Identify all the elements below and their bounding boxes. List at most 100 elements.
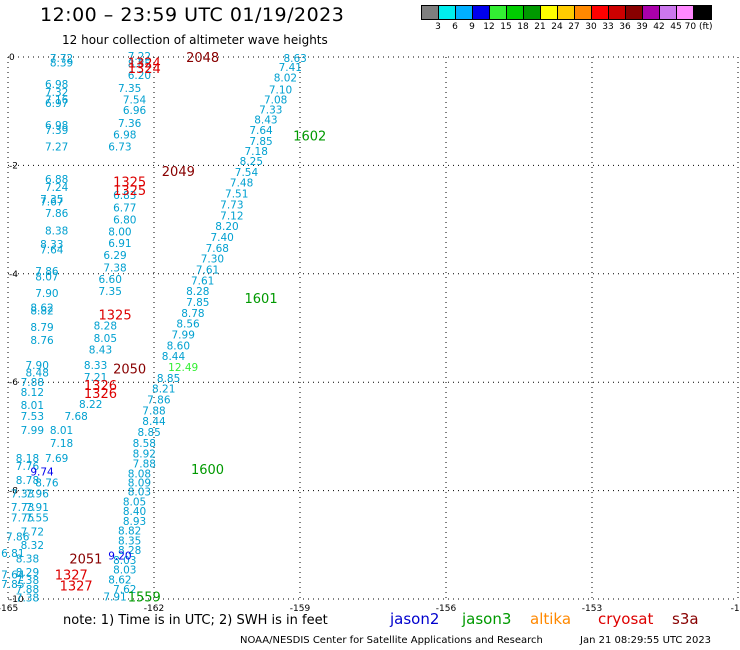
track-value-label: 7.08 <box>264 94 287 106</box>
pass-label: 1324 <box>128 56 161 71</box>
track-value-label: 8.02 <box>274 73 297 85</box>
track-value-label: 8.00 <box>108 227 131 239</box>
track-value-label: 8.63 <box>283 53 306 65</box>
color-scale-label: 39 <box>636 22 648 32</box>
color-scale-label: 15 <box>500 22 512 32</box>
track-value-label: 7.88 <box>16 584 39 596</box>
track-value-label: 7.54 <box>123 94 147 106</box>
track-value-label: 6.91 <box>108 238 131 250</box>
color-swatch <box>541 6 558 19</box>
track-value-label: 8.28 <box>186 286 209 298</box>
track-value-label: 8.01 <box>21 400 44 412</box>
track-value-label: 8.33 <box>84 360 107 372</box>
track-value-label: 8.93 <box>123 516 146 528</box>
color-swatch <box>677 6 694 19</box>
track-value-label: 8.35 <box>118 535 141 547</box>
track-value-label: 7.73 <box>220 199 243 211</box>
track-value-label: 7.85 <box>1 579 24 591</box>
track-value-label: 7.64 <box>1 570 25 582</box>
track-value-label: 8.38 <box>16 553 39 565</box>
track-value-label: 7.68 <box>64 411 87 423</box>
track-value-label: 6.20 <box>128 70 151 82</box>
track-value-label: 8.25 <box>240 156 263 168</box>
track-value-label: 7.88 <box>21 377 44 389</box>
track-value-label: 7.73 <box>11 502 34 514</box>
track-value-label: 8.39 <box>50 57 73 69</box>
track-value-label: 8.33 <box>40 239 63 251</box>
track-value-label: 6.77 <box>113 203 136 215</box>
pass-label: 2049 <box>162 165 195 180</box>
track-value-label: 8.22 <box>79 399 102 411</box>
color-scale-swatches <box>421 5 712 20</box>
track-value-label: 7.38 <box>16 592 39 604</box>
track-value-label: 7.18 <box>50 438 73 450</box>
y-tick-label: -8 <box>9 487 18 497</box>
track-value-label: 7.64 <box>40 244 64 256</box>
color-swatch <box>643 6 660 19</box>
track-value-label: 8.05 <box>94 333 117 345</box>
color-swatch <box>558 6 575 19</box>
chart-title: 12:00 – 23:59 UTC 01/19/2023 <box>40 4 345 26</box>
pass-label: 2050 <box>113 363 146 378</box>
satellite-legend-altika: altika <box>530 610 572 628</box>
pass-label: 2048 <box>186 51 219 66</box>
chart-subtitle: 12 hour collection of altimeter wave hei… <box>62 33 328 47</box>
track-value-label: 7.53 <box>21 411 44 423</box>
track-value-label: 8.78 <box>16 475 39 487</box>
track-value-label: 7.38 <box>16 575 39 587</box>
track-value-label: 6.98 <box>45 120 68 132</box>
track-value-label: 6.98 <box>113 130 136 142</box>
track-value-label: 6.60 <box>99 274 122 286</box>
track-value-label: 9.74 <box>30 467 54 479</box>
track-value-label: 9.20 <box>108 551 131 563</box>
track-value-label: 7.91 <box>26 502 49 514</box>
track-value-label: 7.76 <box>16 461 40 473</box>
track-value-label: 7.33 <box>259 105 282 117</box>
track-value-label: 7.85 <box>186 297 209 309</box>
color-scale-label: 33 <box>602 22 614 32</box>
track-value-label: 6.96 <box>123 105 147 117</box>
satellite-legend-jason3: jason3 <box>462 610 512 628</box>
pass-label: 1324 <box>128 62 161 77</box>
track-value-label: 8.28 <box>94 320 117 332</box>
track-value-label: 7.61 <box>196 264 219 276</box>
color-scale-label: 3 <box>435 22 441 32</box>
track-value-label: 7.96 <box>26 488 50 500</box>
track-value-label: 7.51 <box>225 189 248 201</box>
track-value-label: 8.28 <box>118 545 141 557</box>
pass-label: 1327 <box>55 569 88 584</box>
track-value-label: 6.98 <box>45 79 68 91</box>
track-value-label: 7.40 <box>210 232 233 244</box>
track-value-label: 7.86 <box>35 266 59 278</box>
color-scale-label: 30 <box>585 22 597 32</box>
track-value-label: 8.60 <box>167 340 190 352</box>
color-scale-label: 18 <box>517 22 529 32</box>
track-value-label: 7.35 <box>99 286 122 298</box>
track-value-label: 6.81 <box>1 548 24 560</box>
color-scale-label: 24 <box>551 22 563 32</box>
color-scale-label: 42 <box>653 22 665 32</box>
track-value-label: 7.36 <box>118 118 142 130</box>
y-tick-label: -6 <box>9 378 18 388</box>
track-value-label: 8.38 <box>45 225 68 237</box>
track-value-label: 6.97 <box>45 98 68 110</box>
x-tick-label: -159 <box>290 604 311 614</box>
track-value-label: 8.40 <box>123 506 146 518</box>
pass-label: 1325 <box>113 184 146 199</box>
pass-label: 1559 <box>128 590 161 605</box>
color-scale-label: 21 <box>534 22 546 32</box>
pass-label: 1600 <box>191 463 224 478</box>
track-value-label: 7.88 <box>133 459 156 471</box>
track-value-label: 7.75 <box>11 513 34 525</box>
track-value-label: 8.44 <box>162 351 186 363</box>
track-value-label: 7.99 <box>21 425 44 437</box>
track-value-label: 7.68 <box>206 243 229 255</box>
track-value-label: 8.82 <box>30 306 53 318</box>
footer-credit: NOAA/NESDIS Center for Satellite Applica… <box>240 635 543 646</box>
track-value-label: 7.72 <box>21 526 44 538</box>
color-swatch <box>490 6 507 19</box>
color-swatch <box>609 6 626 19</box>
y-tick-label: -2 <box>9 161 18 171</box>
track-value-label: 7.61 <box>191 275 214 287</box>
track-value-label: 7.90 <box>26 360 49 372</box>
